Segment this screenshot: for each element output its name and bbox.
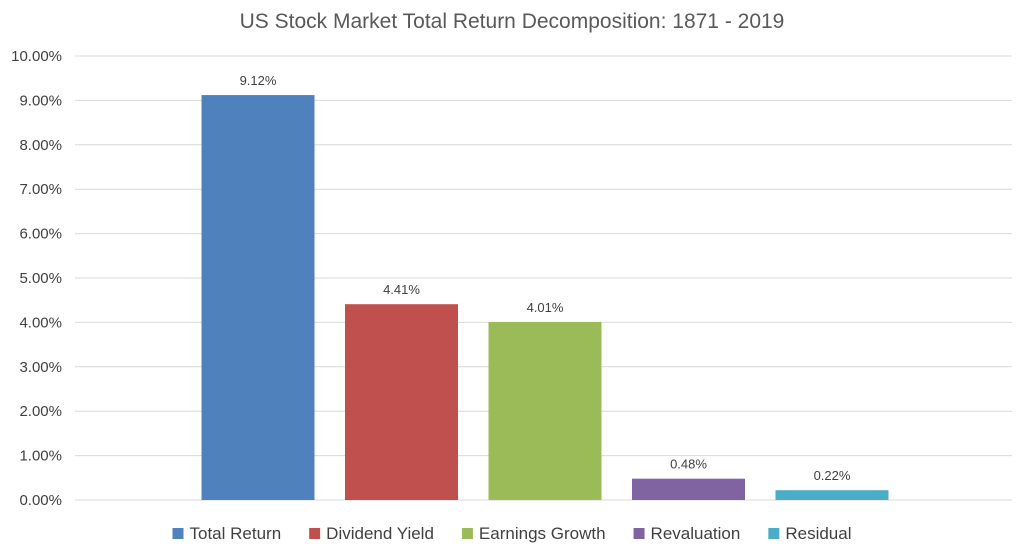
bar-revaluation <box>632 478 745 500</box>
y-tick-label: 4.00% <box>19 314 62 331</box>
legend-swatch <box>768 528 780 539</box>
y-tick-label: 7.00% <box>19 181 62 198</box>
y-tick-label: 5.00% <box>19 270 62 287</box>
bar-residual <box>775 490 889 500</box>
legend-label: Dividend Yield <box>326 524 434 543</box>
y-tick-label: 8.00% <box>19 137 62 154</box>
legend-swatch <box>461 528 473 539</box>
bar-dividend-yield <box>345 304 458 500</box>
data-labels: 9.12% 4.41% 4.01% 0.48% 0.22% <box>240 73 851 483</box>
legend-label: Total Return <box>190 524 282 543</box>
bar-earnings-growth <box>488 321 602 500</box>
bars <box>201 95 889 501</box>
legend: Total Return Dividend Yield Earnings Growt… <box>172 524 851 543</box>
data-label: 0.22% <box>814 468 851 483</box>
y-tick-label: 1.00% <box>19 448 62 465</box>
legend-swatch <box>172 528 184 539</box>
legend-item: Earnings Growth <box>461 524 606 543</box>
y-tick-label: 3.00% <box>19 359 62 376</box>
legend-label: Earnings Growth <box>479 524 606 543</box>
y-tick-label: 10.00% <box>11 48 62 65</box>
y-tick-label: 9.00% <box>19 92 62 109</box>
bar-total-return <box>201 95 315 501</box>
legend-swatch <box>633 528 645 539</box>
legend-item: Residual <box>768 524 851 543</box>
legend-swatch <box>309 528 321 539</box>
y-tick-label: 2.00% <box>19 403 62 420</box>
chart-title: US Stock Market Total Return Decompositi… <box>240 10 785 33</box>
legend-label: Residual <box>785 524 851 543</box>
data-label: 4.01% <box>527 300 564 315</box>
data-label: 4.41% <box>383 282 420 297</box>
y-axis-ticks: 0.00% 1.00% 2.00% 3.00% 4.00% 5.00% 6.00% 7.00%… <box>11 48 62 509</box>
y-tick-label: 6.00% <box>19 226 62 243</box>
legend-item: Dividend Yield <box>309 524 434 543</box>
data-label: 9.12% <box>240 73 277 88</box>
legend-item: Revaluation <box>633 524 741 543</box>
legend-item: Total Return <box>172 524 282 543</box>
legend-label: Revaluation <box>651 524 741 543</box>
data-label: 0.48% <box>670 457 707 472</box>
y-tick-label: 0.00% <box>19 492 62 509</box>
